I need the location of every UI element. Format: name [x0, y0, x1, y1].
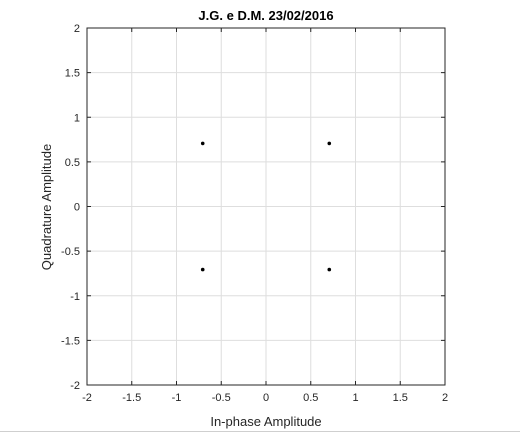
y-tick-label: 0.5 — [65, 157, 80, 169]
x-tick-label: 0.5 — [303, 392, 318, 404]
y-tick-label: 1 — [74, 112, 80, 124]
chart-title: J.G. e D.M. 23/02/2016 — [198, 8, 333, 23]
x-axis-label: In-phase Amplitude — [210, 414, 321, 429]
y-axis-tick-labels: -2 -1.5 -1 -0.5 0 0.5 1 1.5 2 — [61, 23, 80, 392]
y-tick-label: -1 — [70, 291, 80, 303]
data-point — [200, 267, 205, 272]
y-tick-label: 1.5 — [65, 68, 80, 80]
y-tick-label: 0 — [74, 202, 80, 214]
y-tick-label: -2 — [70, 380, 80, 392]
x-tick-label: -1.5 — [122, 392, 141, 404]
y-tick-label: 2 — [74, 23, 80, 35]
x-tick-label: -2 — [82, 392, 92, 404]
data-point — [200, 141, 205, 146]
y-axis-label: Quadrature Amplitude — [39, 144, 54, 270]
data-point — [327, 267, 332, 272]
x-tick-label: 0 — [263, 392, 269, 404]
x-axis-tick-labels: -2 -1.5 -1 -0.5 0 0.5 1 1.5 2 — [82, 392, 448, 404]
x-tick-label: 2 — [442, 392, 448, 404]
grid — [86, 27, 446, 386]
axis-ticks — [86, 27, 446, 386]
data-points — [200, 141, 332, 272]
x-tick-label: -1 — [172, 392, 182, 404]
data-point — [327, 141, 332, 146]
x-tick-label: 1.5 — [393, 392, 408, 404]
x-tick-label: 1 — [352, 392, 358, 404]
x-tick-label: -0.5 — [212, 392, 231, 404]
y-tick-label: -1.5 — [61, 335, 80, 347]
y-tick-label: -0.5 — [61, 246, 80, 258]
window-bottom-border — [0, 431, 520, 432]
